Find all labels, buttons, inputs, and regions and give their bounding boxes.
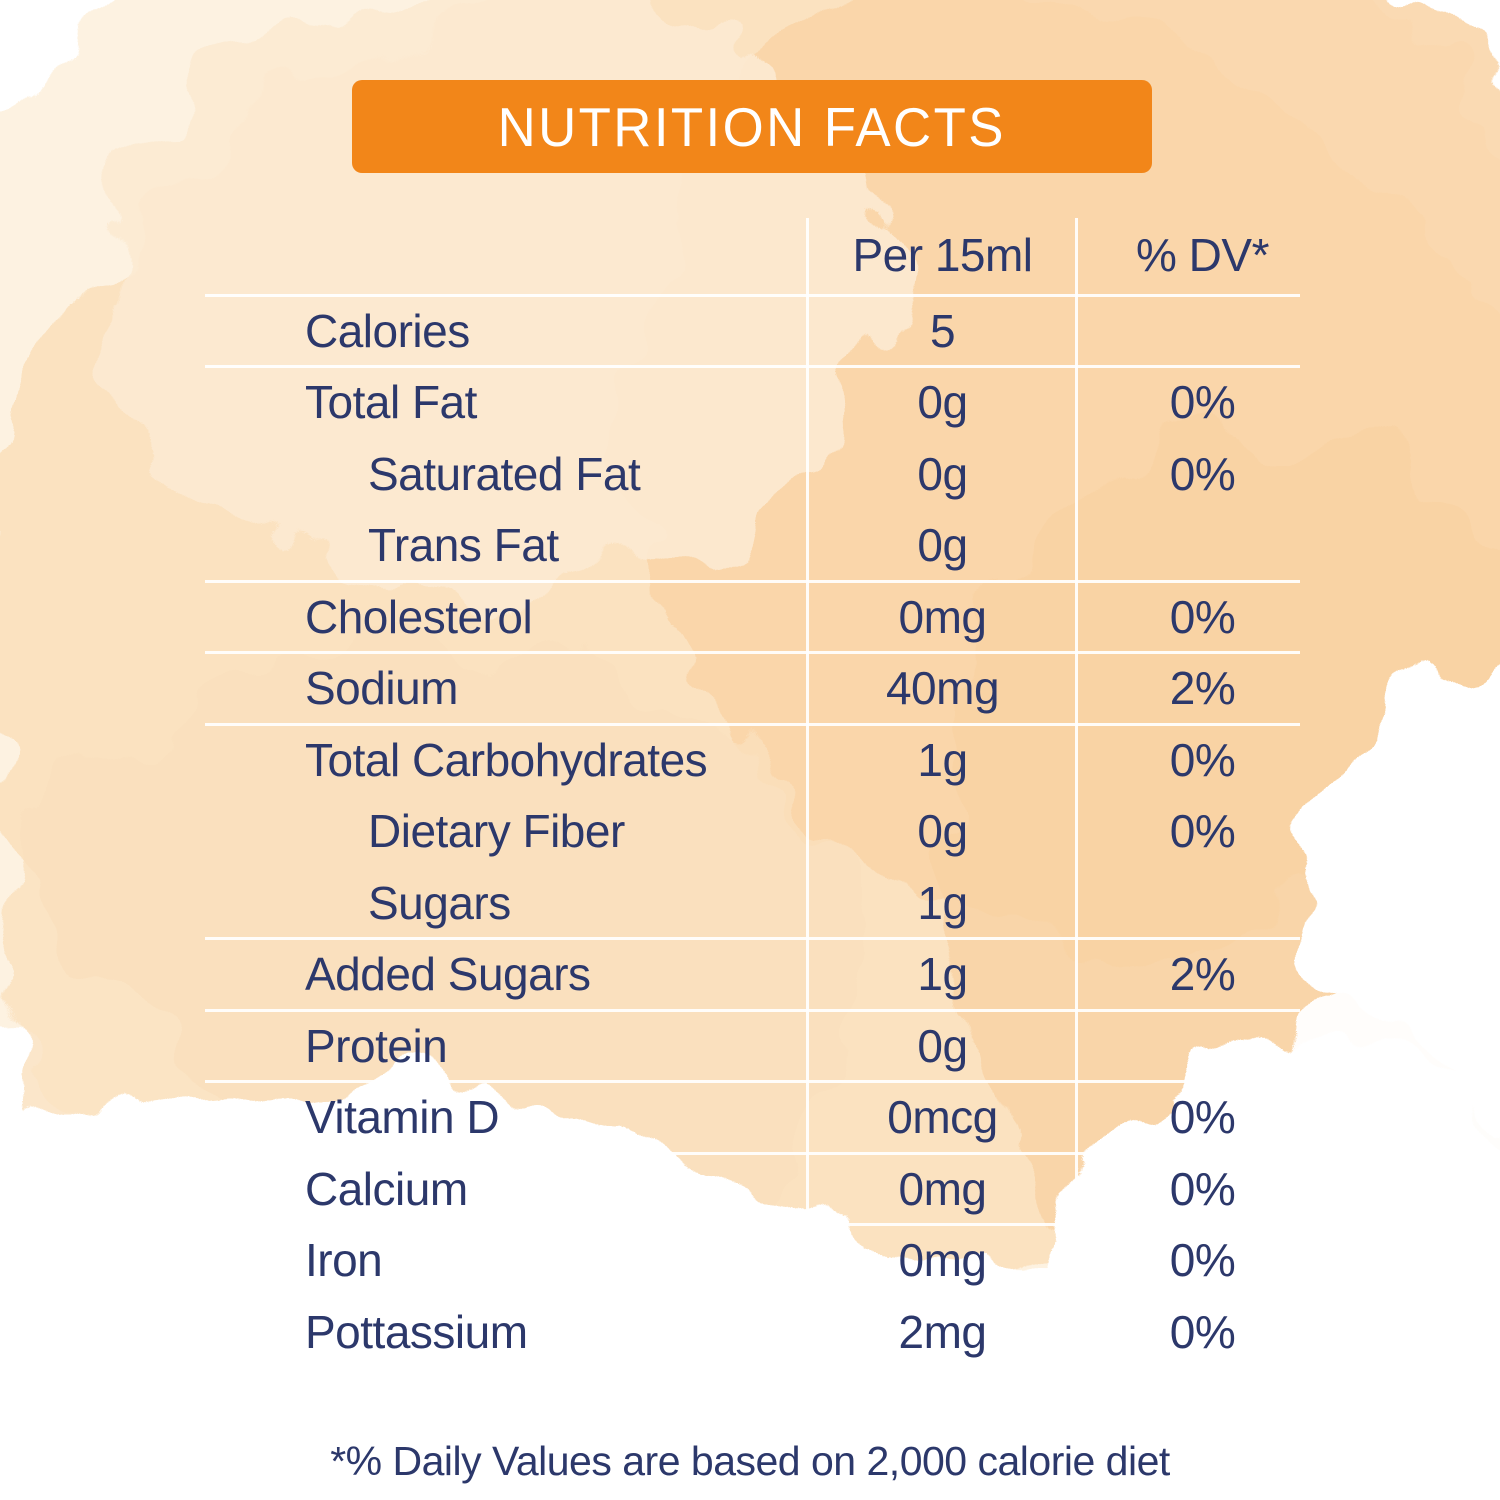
row-dv: 2% [1169,662,1236,715]
row-dv: 0% [1169,1091,1236,1144]
column-divider-1 [806,218,809,1368]
row-label: Trans Fat [368,519,559,572]
row-value: 5 [929,304,956,357]
row-value: 1g [917,876,968,929]
row-value: 0mg [898,1234,987,1287]
table-row: Dietary Fiber 0g 0% [205,796,1300,868]
row-value: 0mcg [887,1091,998,1144]
row-label: Saturated Fat [368,447,641,500]
table-row: Calories 5 [205,295,1300,368]
column-header-dv: % DV* [1136,229,1269,281]
table-row: Added Sugars 1g 2% [205,939,1300,1011]
row-value: 0g [917,447,968,500]
row-label: Total Fat [305,376,477,429]
row-label: Total Carbohydrates [305,733,708,786]
table-row: Total Carbohydrates 1g 0% [205,724,1300,796]
row-value: 0mg [898,1162,987,1215]
row-label: Iron [305,1234,383,1287]
table-row: Trans Fat 0g [205,510,1300,582]
column-divider-2 [1075,218,1078,1368]
row-label: Added Sugars [305,948,591,1001]
row-value: 2mg [898,1305,987,1358]
table-row: Pottassium 2mg 0% [205,1296,1300,1368]
table-row: Calcium 0mg 0% [205,1153,1300,1226]
table-row: Total Fat 0g 0% [205,367,1300,439]
row-value: 0g [917,376,968,429]
row-dv: 0% [1169,1234,1236,1287]
table-body: Calories 5 Total Fat 0g 0% Saturated Fat… [205,295,1300,1368]
row-label: Calories [305,304,470,357]
page-title: NUTRITION FACTS [497,95,1007,158]
column-header-serving: Per 15ml [852,229,1033,281]
row-label: Sodium [305,662,458,715]
row-value: 1g [917,948,968,1001]
row-value: 0g [917,1019,968,1072]
row-dv: 0% [1169,733,1236,786]
row-label: Dietary Fiber [368,805,625,858]
row-dv: 0% [1169,447,1236,500]
row-label: Vitamin D [305,1091,500,1144]
row-label: Protein [305,1019,448,1072]
row-dv: 0% [1169,805,1236,858]
table-row: Iron 0mg 0% [205,1225,1300,1297]
row-value: 0g [917,519,968,572]
facts-table: Per 15ml % DV* Calories 5 Total Fat 0g 0… [205,215,1300,1368]
row-value: 40mg [885,662,1000,715]
row-label: Sugars [368,876,511,929]
row-value: 1g [917,733,968,786]
title-banner: NUTRITION FACTS [352,80,1152,173]
row-label: Calcium [305,1162,468,1215]
table-row: Cholesterol 0mg 0% [205,581,1300,654]
row-dv: 2% [1169,948,1236,1001]
table-row: Saturated Fat 0g 0% [205,438,1300,510]
row-value: 0g [917,805,968,858]
table-row: Vitamin D 0mcg 0% [205,1082,1300,1154]
table-row: Sugars 1g [205,867,1300,940]
table-row: Protein 0g [205,1010,1300,1083]
row-label: Cholesterol [305,590,533,643]
row-dv: 0% [1169,376,1236,429]
table-row: Sodium 40mg 2% [205,653,1300,725]
row-dv: 0% [1169,1305,1236,1358]
row-dv: 0% [1169,590,1236,643]
row-dv: 0% [1169,1162,1236,1215]
row-label: Pottassium [305,1305,528,1358]
table-header-row: Per 15ml % DV* [205,215,1300,297]
daily-value-footnote: *% Daily Values are based on 2,000 calor… [330,1438,1170,1484]
row-value: 0mg [898,590,987,643]
